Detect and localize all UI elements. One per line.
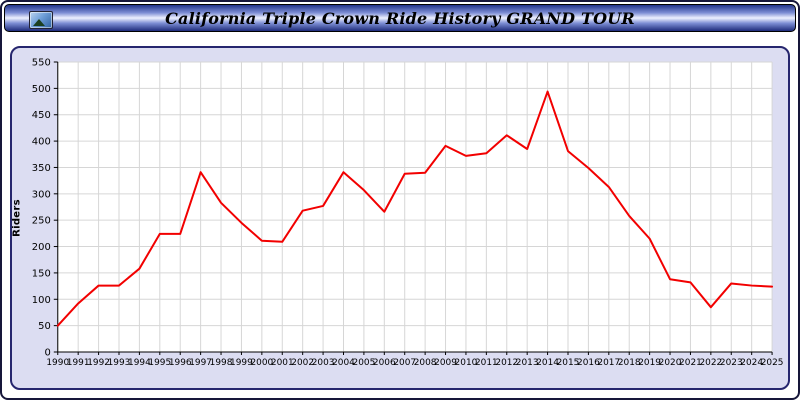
svg-text:1998: 1998 bbox=[210, 358, 233, 368]
svg-text:200: 200 bbox=[32, 242, 51, 253]
svg-text:2002: 2002 bbox=[291, 358, 314, 368]
svg-text:1996: 1996 bbox=[169, 358, 192, 368]
svg-text:2008: 2008 bbox=[414, 358, 437, 368]
svg-text:1993: 1993 bbox=[108, 358, 131, 368]
svg-text:2005: 2005 bbox=[353, 358, 376, 368]
x-tick-labels: 1990199119921993199419951996199719981999… bbox=[46, 358, 783, 368]
svg-text:2015: 2015 bbox=[557, 358, 580, 368]
title-bar: California Triple Crown Ride History GRA… bbox=[4, 4, 796, 32]
y-tick-labels: 0 50 100 150 200 250 300 350 400 450 500 550 bbox=[32, 57, 51, 358]
svg-text:2024: 2024 bbox=[740, 358, 763, 368]
svg-text:1990: 1990 bbox=[46, 358, 69, 368]
svg-text:300: 300 bbox=[32, 189, 51, 200]
svg-text:2018: 2018 bbox=[618, 358, 641, 368]
svg-text:2010: 2010 bbox=[455, 358, 478, 368]
svg-text:250: 250 bbox=[32, 216, 51, 227]
chart-panel: Riders 0 50 100 150 200 250 300 350 400 450 500 550… bbox=[10, 46, 790, 390]
svg-text:2017: 2017 bbox=[597, 358, 620, 368]
page-title: California Triple Crown Ride History GRA… bbox=[165, 8, 635, 28]
svg-text:2012: 2012 bbox=[495, 358, 518, 368]
svg-text:2003: 2003 bbox=[312, 358, 335, 368]
line-chart: 0501001502002503003504004505005501990199… bbox=[32, 57, 784, 368]
svg-text:2019: 2019 bbox=[638, 358, 661, 368]
svg-text:2025: 2025 bbox=[761, 358, 784, 368]
svg-text:2023: 2023 bbox=[720, 358, 743, 368]
svg-text:50: 50 bbox=[38, 321, 51, 332]
svg-text:1992: 1992 bbox=[87, 358, 110, 368]
riders-line bbox=[56, 90, 774, 327]
svg-text:2013: 2013 bbox=[516, 358, 539, 368]
svg-text:2001: 2001 bbox=[271, 358, 294, 368]
title-logo-icon bbox=[29, 11, 53, 29]
svg-text:100: 100 bbox=[32, 295, 51, 306]
svg-text:2020: 2020 bbox=[659, 358, 682, 368]
svg-text:2016: 2016 bbox=[577, 358, 600, 368]
svg-text:350: 350 bbox=[32, 163, 51, 174]
svg-text:2021: 2021 bbox=[679, 358, 702, 368]
svg-text:2014: 2014 bbox=[536, 358, 559, 368]
svg-text:150: 150 bbox=[32, 268, 51, 279]
svg-text:1991: 1991 bbox=[67, 358, 90, 368]
svg-text:2011: 2011 bbox=[475, 358, 498, 368]
svg-text:2006: 2006 bbox=[373, 358, 396, 368]
svg-text:1997: 1997 bbox=[189, 358, 212, 368]
svg-text:1999: 1999 bbox=[230, 358, 253, 368]
svg-text:2022: 2022 bbox=[699, 358, 722, 368]
svg-text:500: 500 bbox=[32, 84, 51, 95]
svg-text:1995: 1995 bbox=[148, 358, 171, 368]
svg-text:2000: 2000 bbox=[250, 358, 273, 368]
svg-text:550: 550 bbox=[32, 57, 51, 68]
svg-text:2007: 2007 bbox=[393, 358, 416, 368]
svg-text:450: 450 bbox=[32, 110, 51, 121]
plot-area bbox=[57, 62, 773, 352]
svg-text:400: 400 bbox=[32, 137, 51, 148]
svg-text:2009: 2009 bbox=[434, 358, 457, 368]
grid-lines bbox=[57, 61, 773, 353]
svg-text:2004: 2004 bbox=[332, 358, 355, 368]
axes bbox=[53, 61, 773, 355]
svg-text:0: 0 bbox=[44, 347, 50, 358]
svg-text:1994: 1994 bbox=[128, 358, 151, 368]
